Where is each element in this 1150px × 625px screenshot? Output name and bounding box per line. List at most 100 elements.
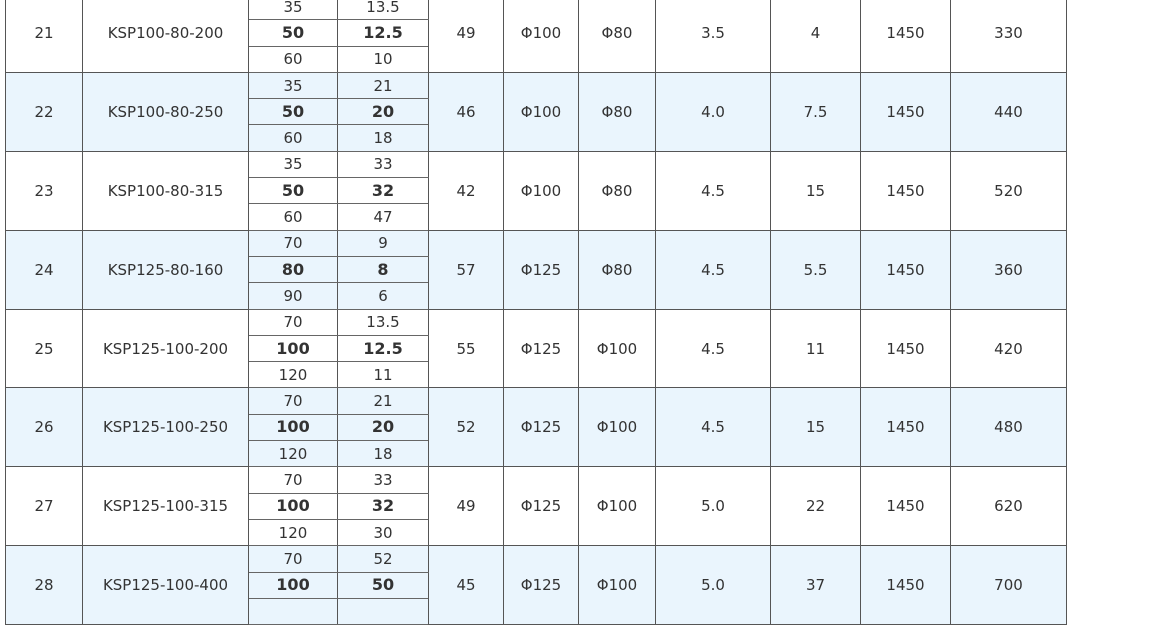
- cell-flow: 50: [248, 98, 338, 126]
- cell-npsh: 4.5: [655, 150, 771, 231]
- cell-no: 21: [5, 0, 83, 73]
- cell-power: 15: [770, 150, 861, 231]
- cell-model: KSP125-100-250: [82, 387, 249, 468]
- cell-inlet: Φ125: [503, 387, 579, 468]
- cell-flow: 35: [248, 0, 338, 21]
- table-row: 24 KSP125-80-160 70 9 57 Φ125 Φ80 4.5 5.5 1450 360: [5, 229, 1067, 310]
- cell-flow: 70: [248, 229, 338, 257]
- cell-head: 12.5: [337, 334, 429, 363]
- cell-npsh: 5.0: [655, 545, 771, 625]
- cell-model: KSP125-100-315: [82, 466, 249, 547]
- cell-head: 33: [337, 150, 429, 179]
- cell-flow: 35: [248, 71, 338, 100]
- table-row: 26 KSP125-100-250 70 21 52 Φ125 Φ100 4.5 15 1450 4…: [5, 387, 1067, 468]
- cell-eff: 46: [428, 71, 504, 152]
- cell-model: KSP100-80-200: [82, 0, 249, 73]
- table-row: 100 32: [6, 492, 1067, 520]
- cell-speed: 1450: [860, 466, 951, 547]
- table-row: 100 12.5: [6, 334, 1067, 363]
- cell-power: 4: [770, 0, 861, 73]
- cell-head: 10: [337, 45, 429, 73]
- table-row: 60 10: [6, 45, 1067, 73]
- cell-outlet: Φ80: [578, 229, 656, 310]
- cell-head: 30: [337, 518, 429, 547]
- cell-flow: 50: [248, 19, 338, 47]
- cell-head: [337, 597, 429, 625]
- table-row: 50 20: [6, 98, 1067, 126]
- cell-flow: 120: [248, 518, 338, 547]
- cell-outlet: Φ100: [578, 466, 656, 547]
- cell-inlet: Φ125: [503, 466, 579, 547]
- cell-model: KSP125-100-400: [82, 545, 249, 625]
- cell-no: 25: [5, 308, 83, 389]
- cell-power: 7.5: [770, 71, 861, 152]
- cell-power: 22: [770, 466, 861, 547]
- table-row: 23 KSP100-80-315 35 33 42 Φ100 Φ80 4.5 15 1450 520: [5, 150, 1067, 231]
- cell-speed: 1450: [860, 387, 951, 468]
- cell-head: 9: [337, 229, 429, 257]
- cell-speed: 1450: [860, 308, 951, 389]
- cell-head: 13.5: [337, 308, 429, 336]
- cell-head: 33: [337, 466, 429, 494]
- cell-eff: 42: [428, 150, 504, 231]
- cell-weight: 620: [950, 466, 1067, 547]
- cell-inlet: Φ125: [503, 308, 579, 389]
- cell-no: 27: [5, 466, 83, 547]
- table-row: 120 30: [6, 518, 1067, 547]
- cell-no: 26: [5, 387, 83, 468]
- cell-head: 21: [337, 387, 429, 415]
- cell-eff: 49: [428, 466, 504, 547]
- cell-inlet: Φ100: [503, 150, 579, 231]
- cell-flow: 60: [248, 203, 338, 231]
- cell-inlet: Φ125: [503, 545, 579, 625]
- cell-no: 28: [5, 545, 83, 625]
- cell-flow: 100: [248, 413, 338, 442]
- cell-head: 32: [337, 492, 429, 520]
- table-row: 50 12.5: [6, 19, 1067, 47]
- cell-head: 12.5: [337, 19, 429, 47]
- cell-eff: 49: [428, 0, 504, 73]
- cell-npsh: 4.5: [655, 387, 771, 468]
- cell-head: 11: [337, 361, 429, 389]
- cell-flow: 60: [248, 124, 338, 152]
- cell-head: 6: [337, 282, 429, 310]
- cell-eff: 55: [428, 308, 504, 389]
- cell-eff: 52: [428, 387, 504, 468]
- cell-speed: 1450: [860, 229, 951, 310]
- cell-eff: 45: [428, 545, 504, 625]
- cell-weight: 480: [950, 387, 1067, 468]
- cell-no: 23: [5, 150, 83, 231]
- cell-power: 37: [770, 545, 861, 625]
- table-row: 27 KSP125-100-315 70 33 49 Φ125 Φ100 5.0 22 1450 6…: [5, 466, 1067, 547]
- cell-no: 22: [5, 71, 83, 152]
- cell-power: 5.5: [770, 229, 861, 310]
- cell-flow: 70: [248, 545, 338, 573]
- cell-flow: 120: [248, 361, 338, 389]
- table-row: 28 KSP125-100-400 70 52 45 Φ125 Φ100 5.0 37 1450 7…: [5, 545, 1067, 625]
- cell-flow: 70: [248, 387, 338, 415]
- cell-flow: 35: [248, 150, 338, 179]
- cell-flow: 100: [248, 334, 338, 363]
- table-row: 60 18: [6, 124, 1067, 152]
- cell-flow: [248, 597, 338, 625]
- cell-inlet: Φ100: [503, 0, 579, 73]
- cell-speed: 1450: [860, 545, 951, 625]
- cell-head: 47: [337, 203, 429, 231]
- cell-power: 11: [770, 308, 861, 389]
- cell-weight: 330: [950, 0, 1067, 73]
- cell-npsh: 4.5: [655, 229, 771, 310]
- cell-npsh: 3.5: [655, 0, 771, 73]
- cell-flow: 100: [248, 571, 338, 599]
- cell-npsh: 4.5: [655, 308, 771, 389]
- cell-weight: 440: [950, 71, 1067, 152]
- table-row: 60 47: [6, 203, 1067, 231]
- cell-model: KSP100-80-315: [82, 150, 249, 231]
- cell-no: 24: [5, 229, 83, 310]
- cell-npsh: 5.0: [655, 466, 771, 547]
- cell-model: KSP100-80-250: [82, 71, 249, 152]
- table-row: 25 KSP125-100-200 70 13.5 55 Φ125 Φ100 4.5 11 145…: [5, 308, 1067, 389]
- cell-flow: 90: [248, 282, 338, 310]
- cell-flow: 70: [248, 308, 338, 336]
- table-row: 80 8: [6, 255, 1067, 284]
- cell-weight: 360: [950, 229, 1067, 310]
